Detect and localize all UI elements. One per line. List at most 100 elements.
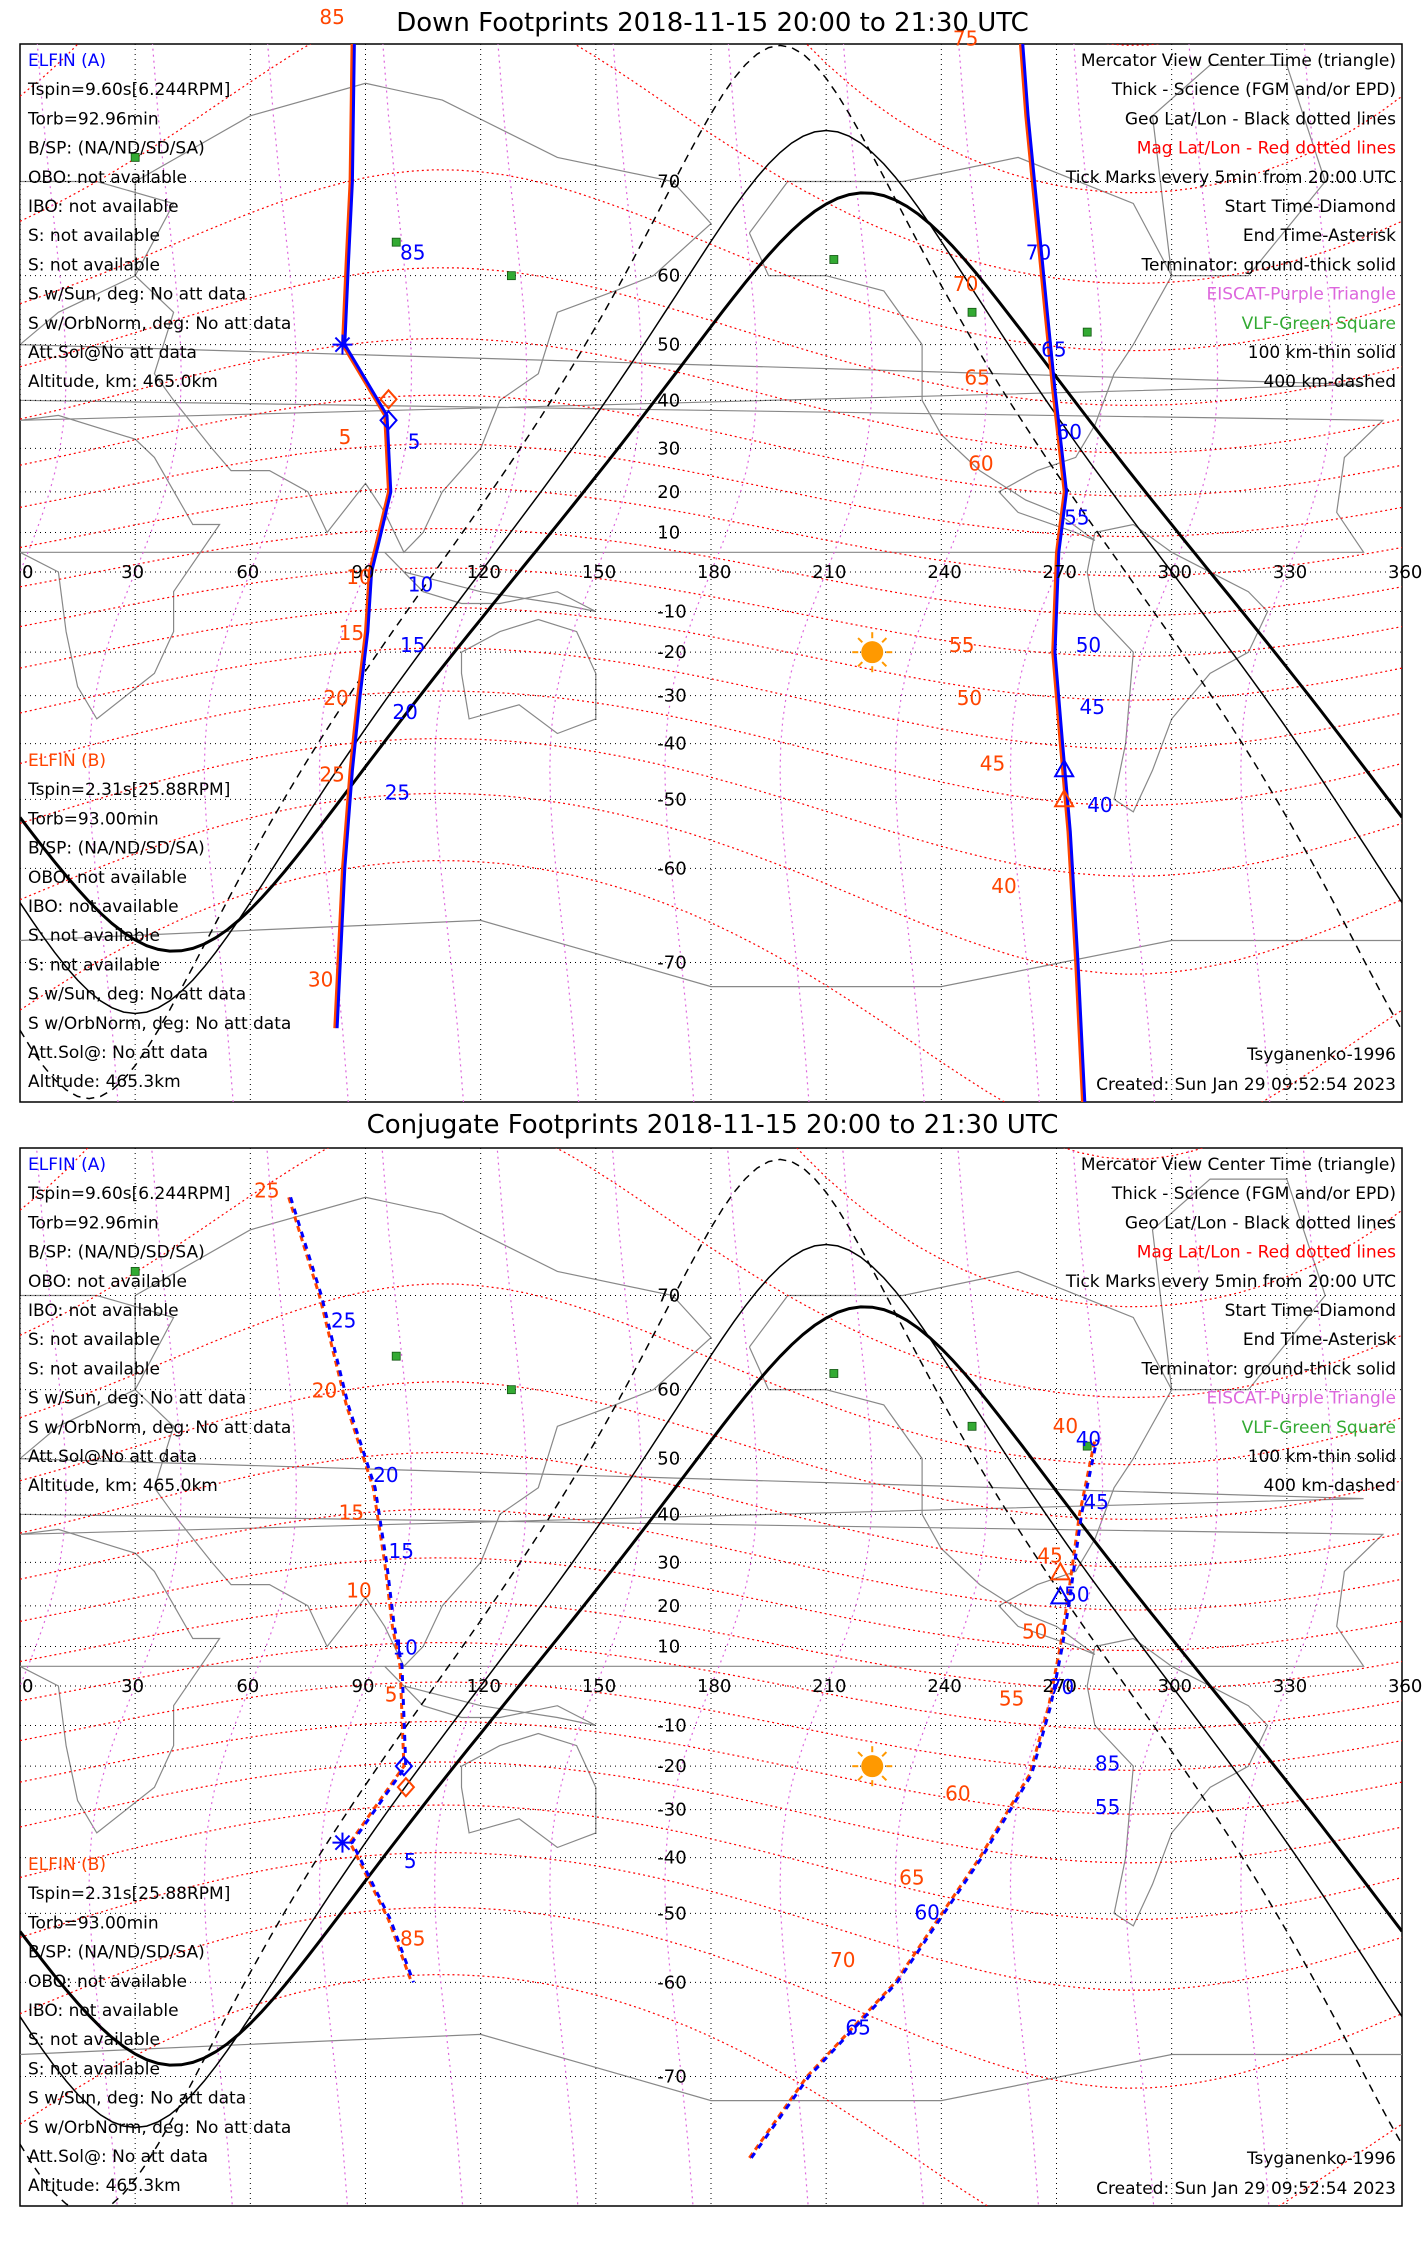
track-b-west bbox=[287, 1196, 414, 1983]
lon-tick-label: 0 bbox=[22, 562, 33, 583]
legend-line: EISCAT-Purple Triangle bbox=[1206, 1389, 1396, 1409]
lon-tick-label: 180 bbox=[697, 1676, 731, 1697]
probe-a-info-line: B/SP: (NA/ND/SD/SA) bbox=[28, 139, 205, 159]
terminator-400km bbox=[20, 44, 1402, 1100]
mag-meridian bbox=[779, 44, 873, 1102]
lat-tick-label: 10 bbox=[657, 1637, 680, 1658]
terminator-ground bbox=[20, 1305, 1402, 2067]
lat-tick-label: 30 bbox=[657, 438, 680, 459]
start-diamond-b bbox=[379, 388, 398, 410]
probe-b-info-line: Att.Sol@: No att data bbox=[28, 1043, 208, 1063]
probe-b-info-line: IBO: not available bbox=[28, 897, 179, 917]
track-b-time-label: 15 bbox=[339, 1500, 364, 1524]
probe-b-info-line: OBO: not available bbox=[28, 1972, 187, 1992]
legend-line: Start Time-Diamond bbox=[1225, 1301, 1396, 1321]
probe-b-info-line: S: not available bbox=[28, 2030, 160, 2050]
lat-tick-label: -10 bbox=[657, 1715, 686, 1736]
probe-a-info-line: Altitude, km: 465.0km bbox=[28, 1476, 218, 1496]
lon-tick-label: 210 bbox=[812, 1676, 846, 1697]
track-a-time-label: 50 bbox=[1076, 633, 1101, 657]
mag-parallel bbox=[1104, 44, 1161, 46]
lon-tick-label: 30 bbox=[121, 562, 144, 583]
legend-line: 100 km-thin solid bbox=[1248, 1447, 1396, 1467]
track-b-time-label: 40 bbox=[991, 874, 1016, 898]
track-a-time-label: 50 bbox=[1064, 1583, 1089, 1607]
legend-line: Mercator View Center Time (triangle) bbox=[1081, 1155, 1396, 1175]
probe-a-info-line: S: not available bbox=[28, 1330, 160, 1350]
mag-parallel bbox=[20, 1761, 1402, 1864]
lon-tick-label: 360 bbox=[1388, 1676, 1422, 1697]
lat-tick-label: -60 bbox=[657, 858, 686, 879]
lon-tick-label: 300 bbox=[1158, 562, 1192, 583]
probe-a-info-line: S w/Sun, deg: No att data bbox=[28, 1389, 246, 1409]
continent-outline bbox=[384, 1665, 597, 1727]
lon-tick-label: 240 bbox=[927, 1676, 961, 1697]
continent-outline bbox=[384, 551, 597, 613]
lat-tick-label: 20 bbox=[657, 482, 680, 503]
mag-meridian bbox=[1124, 44, 1219, 1102]
probe-a-info-line: Altitude, km: 465.0km bbox=[28, 372, 218, 392]
probe-a-info-line: Att.Sol@No att data bbox=[28, 343, 197, 363]
legend-line: End Time-Asterisk bbox=[1243, 226, 1396, 246]
track-a-time-label: 70 bbox=[1049, 1675, 1074, 1699]
track-a-east bbox=[1021, 44, 1087, 1102]
mag-parallel bbox=[20, 1381, 1402, 1521]
track-a-time-label: 15 bbox=[389, 1539, 414, 1563]
track-a-west bbox=[335, 44, 393, 1029]
track-b-time-label: 40 bbox=[1053, 1414, 1078, 1438]
lat-tick-label: 40 bbox=[657, 390, 680, 411]
track-b-west bbox=[333, 44, 391, 1029]
track-b-time-label: 50 bbox=[957, 686, 982, 710]
lat-tick-label: -30 bbox=[657, 1800, 686, 1821]
track-a-time-label: 55 bbox=[1095, 1795, 1120, 1819]
probe-a-info-line: OBO: not available bbox=[28, 168, 187, 188]
terminator-100km bbox=[20, 1243, 1402, 2129]
probe-a-info-line: Att.Sol@No att data bbox=[28, 1447, 197, 1467]
lat-tick-label: -20 bbox=[657, 1756, 686, 1777]
continent-outline bbox=[134, 82, 712, 554]
probe-a-name: ELFIN (A) bbox=[28, 51, 106, 71]
mag-meridian bbox=[88, 44, 182, 1102]
lon-tick-label: 270 bbox=[1043, 562, 1077, 583]
lat-tick-label: 60 bbox=[657, 1380, 680, 1401]
probe-b-info-line: Altitude: 465.3km bbox=[28, 1072, 181, 1092]
mag-parallel bbox=[1063, 1148, 1204, 1160]
track-a-time-label: 45 bbox=[1080, 695, 1105, 719]
track-b-time-label: 45 bbox=[1037, 1543, 1062, 1567]
track-b-time-label: 65 bbox=[899, 1865, 924, 1889]
lon-tick-label: 270 bbox=[1043, 1676, 1077, 1697]
track-a-time-label: 10 bbox=[408, 573, 433, 597]
legend-line: Start Time-Diamond bbox=[1225, 197, 1396, 217]
mag-meridian bbox=[779, 1148, 873, 2206]
sun-ray bbox=[881, 1775, 888, 1782]
model-label: Tsyganenko-1996 bbox=[1246, 2149, 1396, 2169]
legend-line: EISCAT-Purple Triangle bbox=[1206, 285, 1396, 305]
mag-meridian bbox=[1009, 44, 1104, 1102]
mag-parallel bbox=[20, 394, 1402, 497]
probe-a-info-line: Torb=92.96min bbox=[27, 109, 159, 129]
track-b-time-label: 30 bbox=[308, 968, 333, 992]
conjugate-footprints-map: 70 60 50 40 30 20 10 -10 -20 -30 -40 -50 -60 -70 0 30 60… bbox=[19, 1147, 1422, 2207]
vlf-station-square bbox=[967, 307, 977, 317]
lat-tick-label: 40 bbox=[657, 1504, 680, 1525]
probe-b-info-line: Tspin=2.31s[25.88RPM] bbox=[27, 780, 230, 800]
track-b-time-label: 50 bbox=[1022, 1620, 1047, 1644]
legend-line: Thick - Science (FGM and/or EPD) bbox=[1111, 80, 1396, 100]
probe-b-info-line: S: not available bbox=[28, 955, 160, 975]
end-asterisk-a bbox=[334, 336, 351, 353]
mag-parallel bbox=[20, 792, 1402, 975]
track-a-time-label: 40 bbox=[1087, 793, 1112, 817]
mag-parallel bbox=[20, 1283, 1402, 1466]
probe-b-info-line: S w/Sun, deg: No att data bbox=[28, 2089, 246, 2109]
mag-parallel bbox=[20, 647, 1402, 750]
continent-outline bbox=[1151, 64, 1326, 277]
panel-2-title: Conjugate Footprints 2018-11-15 20:00 to… bbox=[366, 1110, 1059, 1140]
track-a-time-label: 20 bbox=[392, 700, 417, 724]
mag-parallel bbox=[20, 1148, 1402, 1308]
mag-meridian bbox=[318, 44, 413, 1102]
start-diamond-a bbox=[394, 1755, 414, 1777]
sun-ray bbox=[881, 637, 888, 643]
probe-b-info-line: Torb=93.00min bbox=[27, 809, 159, 829]
legend-line: 100 km-thin solid bbox=[1248, 343, 1396, 363]
vlf-station-square bbox=[130, 1266, 140, 1276]
